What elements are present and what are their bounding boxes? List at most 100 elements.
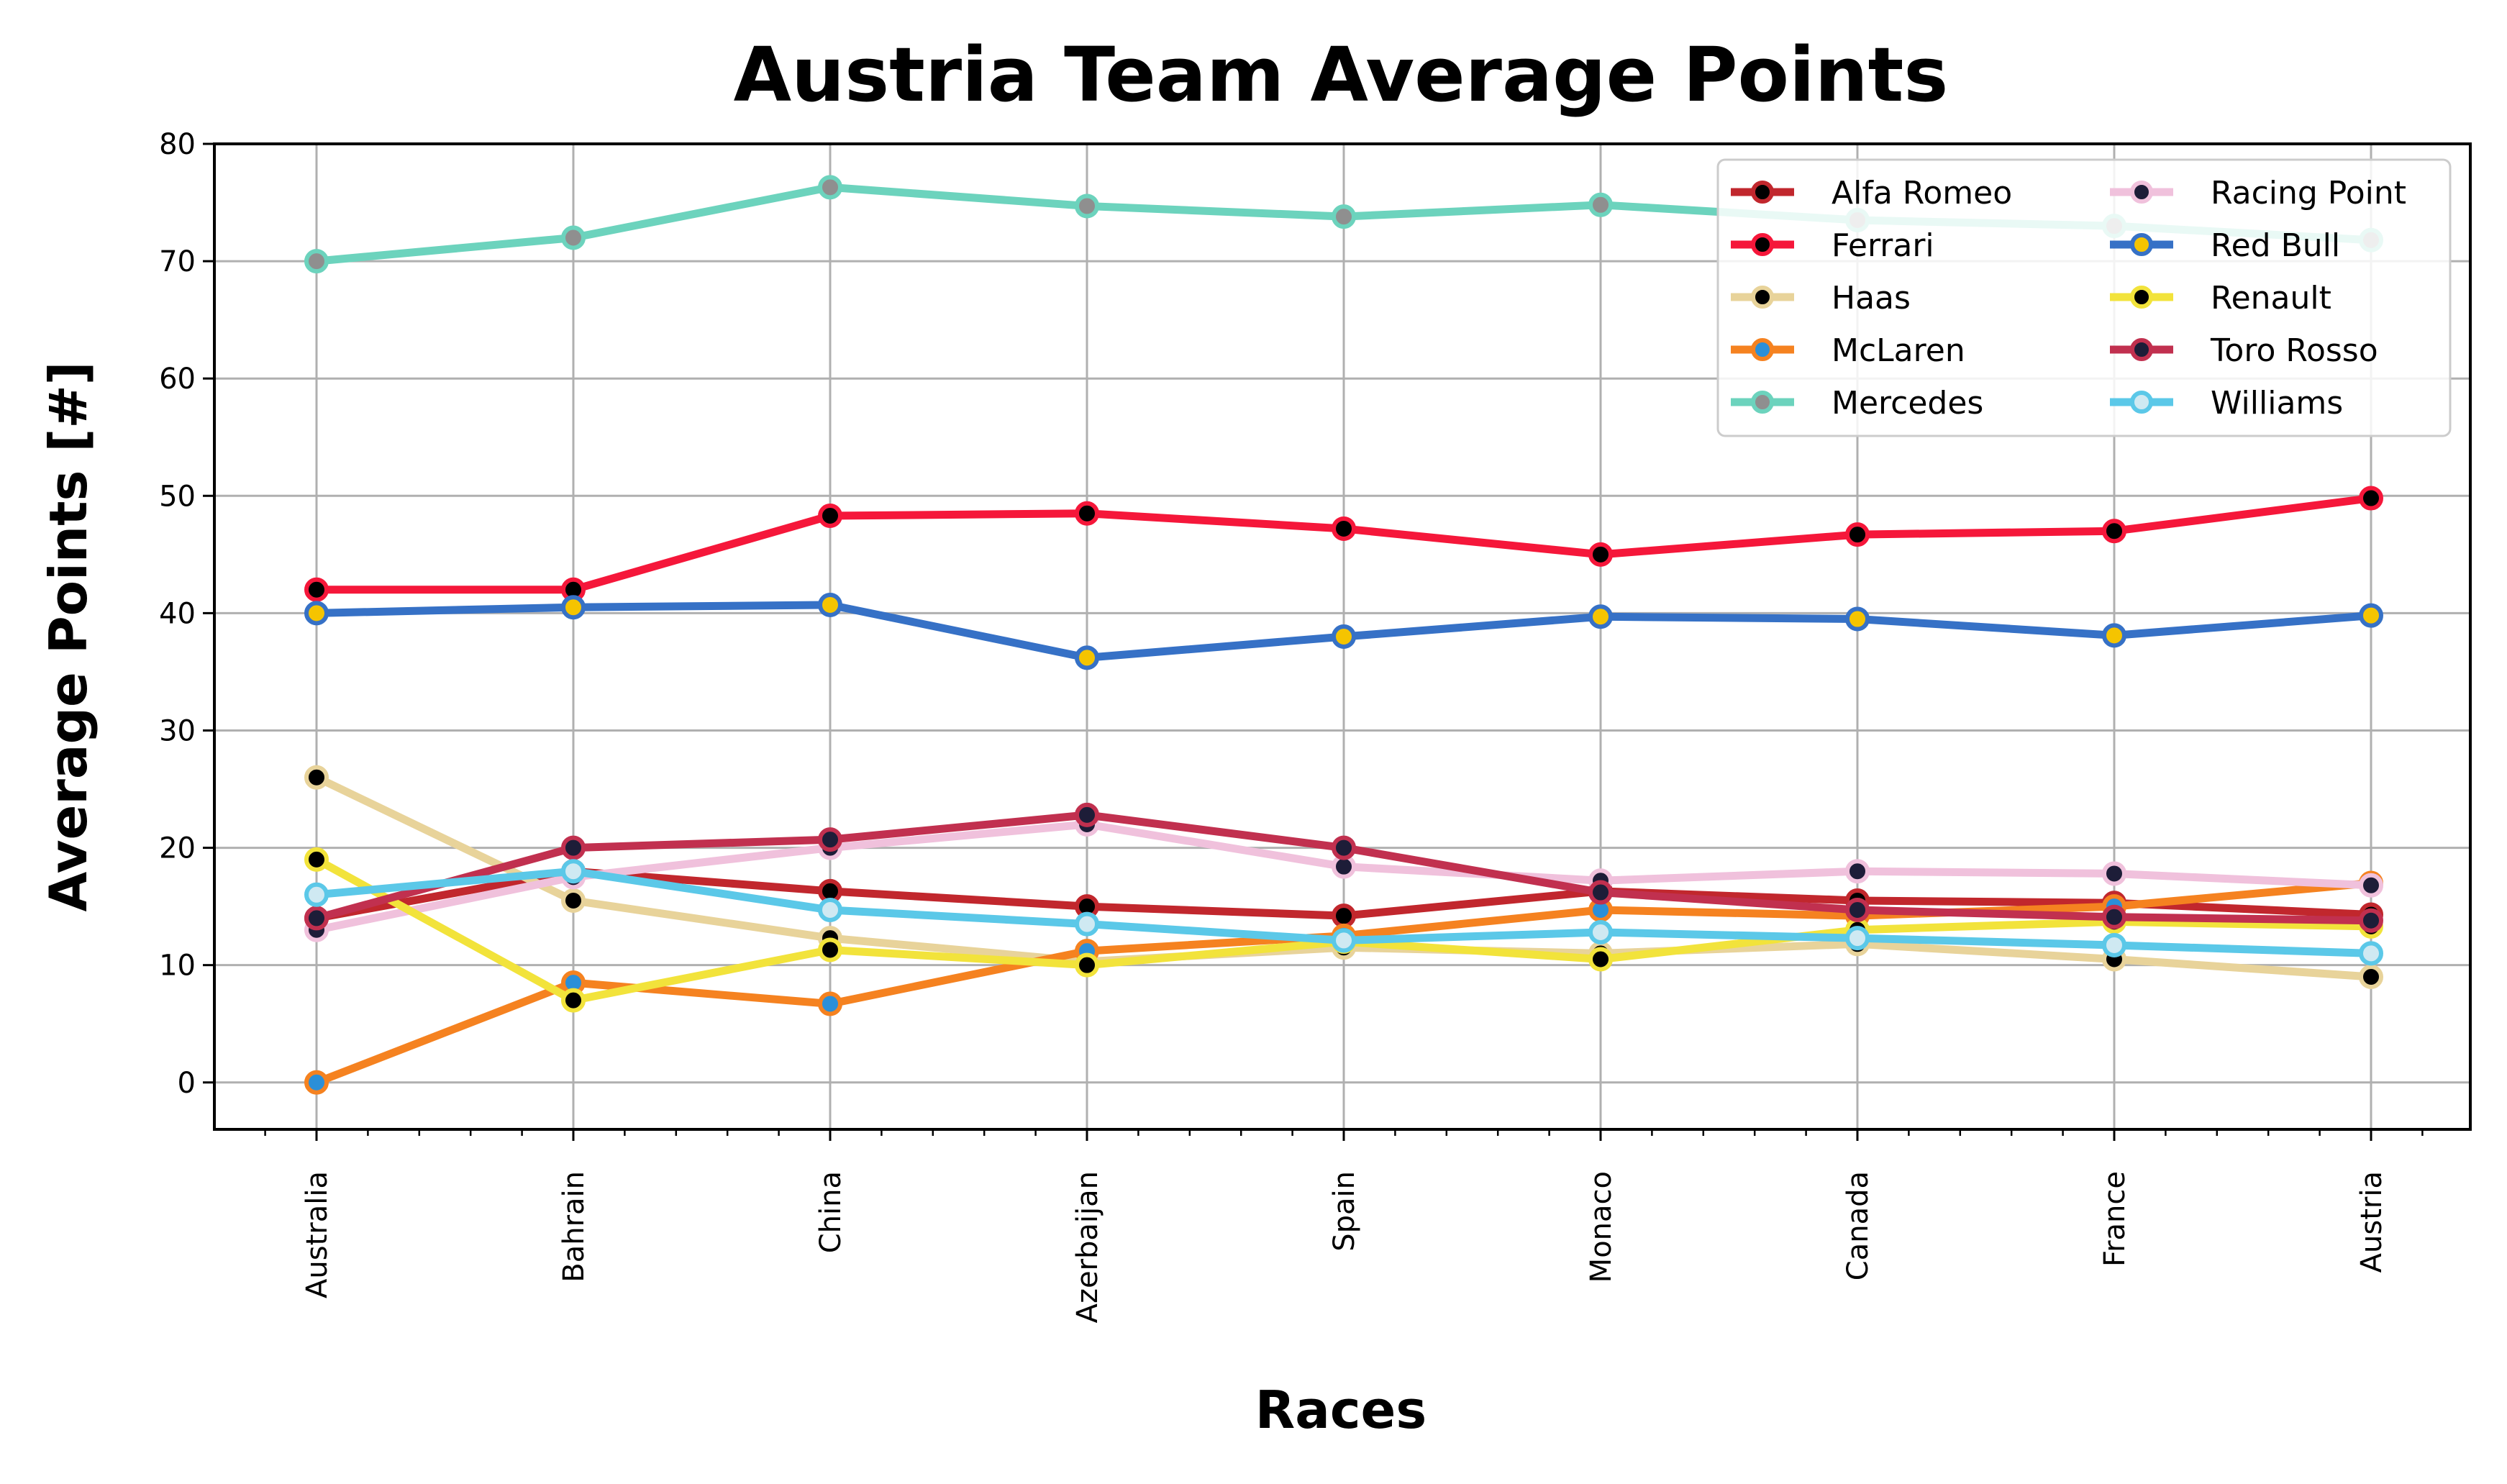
legend-label: Red Bull xyxy=(2211,227,2340,264)
legend-swatch-marker xyxy=(2130,391,2153,414)
data-point xyxy=(1332,624,1356,649)
data-point xyxy=(1845,859,1870,884)
legend-item: Ferrari xyxy=(1731,227,1934,264)
legend-item: Haas xyxy=(1731,280,1911,317)
data-point xyxy=(1075,645,1099,670)
legend-item: Toro Rosso xyxy=(2110,332,2378,369)
data-point xyxy=(561,988,586,1013)
data-point xyxy=(818,827,842,852)
legend-box xyxy=(1716,158,2452,437)
legend-swatch-marker xyxy=(2130,181,2153,204)
legend-swatch-marker xyxy=(1751,286,1774,309)
y-tick-label: 0 xyxy=(178,1067,196,1100)
data-point xyxy=(1075,911,1099,937)
y-tick-label: 70 xyxy=(159,245,196,278)
axes: 0 10 20 30 40 50 60 70 80 Australia Bahrain China Az… xyxy=(159,128,2424,1323)
x-axis-label: Races xyxy=(1255,1380,1427,1440)
data-point xyxy=(304,847,329,872)
data-point xyxy=(2102,904,2126,929)
data-point xyxy=(2102,861,2126,886)
legend-label: Alfa Romeo xyxy=(1832,175,2012,211)
data-point xyxy=(1845,606,1870,632)
x-tick-label: France xyxy=(2098,1171,2131,1267)
data-point xyxy=(1845,898,1870,923)
y-tick-label: 40 xyxy=(159,597,196,630)
legend-label: Racing Point xyxy=(2211,175,2406,211)
data-point xyxy=(561,225,586,250)
data-point xyxy=(304,601,329,626)
data-point xyxy=(818,175,842,200)
data-point xyxy=(1332,204,1356,229)
data-point xyxy=(2102,623,2126,648)
legend-label: Renault xyxy=(2211,280,2331,317)
x-tick-label: Australia xyxy=(301,1171,334,1298)
data-point xyxy=(2359,603,2383,628)
data-point xyxy=(561,888,586,913)
data-point xyxy=(561,835,586,860)
data-point xyxy=(2359,486,2383,511)
data-point xyxy=(2359,908,2383,933)
series-red-bull xyxy=(304,592,2383,670)
data-point xyxy=(1332,903,1356,929)
data-point xyxy=(304,906,329,931)
x-tick-label: Monaco xyxy=(1585,1171,1618,1283)
legend-swatch-marker xyxy=(2130,286,2153,309)
data-point xyxy=(1332,835,1356,860)
data-point xyxy=(1588,542,1613,567)
legend-item: Renault xyxy=(2110,280,2331,317)
x-tick-label: Spain xyxy=(1328,1171,1361,1252)
data-point xyxy=(1845,926,1870,951)
legend-label: Haas xyxy=(1832,280,1911,317)
y-tick-label: 30 xyxy=(159,714,196,747)
x-tick-label: Canada xyxy=(1842,1171,1875,1280)
data-point xyxy=(2359,873,2383,898)
chart-title: Austria Team Average Points xyxy=(734,31,1949,119)
data-point xyxy=(2102,932,2126,957)
legend-swatch-marker xyxy=(1751,338,1774,361)
data-point xyxy=(1588,947,1613,972)
data-point xyxy=(561,595,586,620)
data-point xyxy=(1588,880,1613,905)
data-point xyxy=(304,1070,329,1095)
series-williams xyxy=(304,859,2383,966)
y-tick-label: 20 xyxy=(159,832,196,865)
x-tick-label: China xyxy=(814,1171,847,1253)
legend: Alfa Romeo Ferrari Haas McLaren Mercedes Raci… xyxy=(1716,158,2452,437)
x-tick-label: Bahrain xyxy=(558,1171,591,1283)
data-point xyxy=(304,765,329,790)
data-point xyxy=(2359,964,2383,989)
y-tick-label: 50 xyxy=(159,480,196,513)
data-point xyxy=(818,898,842,923)
data-point xyxy=(2102,519,2126,544)
plot-frame xyxy=(213,142,2472,1131)
legend-label: Williams xyxy=(2211,385,2343,422)
data-point xyxy=(1332,928,1356,953)
y-tick-label: 10 xyxy=(159,950,196,983)
data-point xyxy=(818,991,842,1016)
data-point xyxy=(1588,192,1613,217)
data-point xyxy=(1332,516,1356,541)
data-point xyxy=(818,937,842,962)
legend-item: Alfa Romeo xyxy=(1731,175,2012,211)
y-tick-label: 80 xyxy=(159,128,196,161)
data-point xyxy=(818,504,842,529)
data-point xyxy=(304,577,329,602)
legend-label: McLaren xyxy=(1832,332,1965,369)
data-point xyxy=(2359,941,2383,966)
legend-item: Racing Point xyxy=(2110,175,2406,211)
legend-label: Toro Rosso xyxy=(2210,332,2378,369)
legend-label: Mercedes xyxy=(1832,385,1983,422)
series-toro-rosso xyxy=(304,802,2383,933)
data-point xyxy=(561,859,586,884)
legend-swatch-marker xyxy=(2130,233,2153,256)
data-point xyxy=(1845,522,1870,547)
y-tick-label: 60 xyxy=(159,363,196,396)
data-point xyxy=(1075,952,1099,978)
legend-item: Williams xyxy=(2110,385,2343,422)
data-point xyxy=(1075,802,1099,827)
data-point xyxy=(1075,501,1099,526)
legend-label: Ferrari xyxy=(1832,227,1934,264)
legend-item: Mercedes xyxy=(1731,385,1983,422)
series-racing-point xyxy=(304,811,2383,942)
